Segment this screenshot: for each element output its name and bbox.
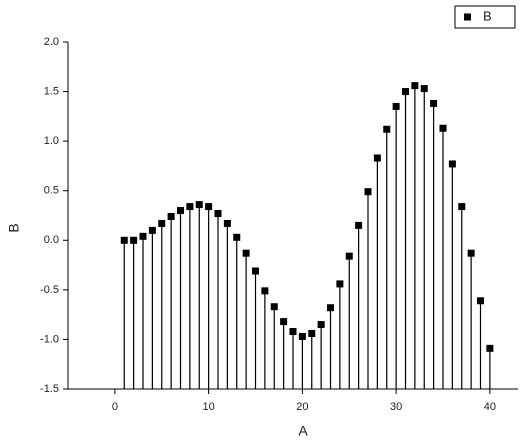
point xyxy=(214,210,222,218)
point xyxy=(195,201,203,209)
point xyxy=(167,212,175,220)
legend-label: B xyxy=(483,8,492,23)
x-tick-label: 30 xyxy=(390,401,402,413)
x-tick-label: 40 xyxy=(484,401,496,413)
y-tick-label: -1.0 xyxy=(40,333,59,345)
point xyxy=(486,344,494,352)
point xyxy=(298,332,306,340)
point xyxy=(120,236,128,244)
point xyxy=(458,203,466,211)
y-tick-label: 2.0 xyxy=(44,36,59,48)
point xyxy=(420,85,428,93)
point xyxy=(139,232,147,240)
point xyxy=(148,226,156,234)
point xyxy=(242,249,250,257)
point xyxy=(430,99,438,107)
x-tick-label: 10 xyxy=(203,401,215,413)
point xyxy=(439,124,447,132)
point xyxy=(317,321,325,329)
point xyxy=(308,329,316,337)
legend-box xyxy=(454,5,516,29)
point xyxy=(383,125,391,133)
y-tick-label: -1.5 xyxy=(40,383,59,395)
y-tick-label: 0.5 xyxy=(44,185,59,197)
x-tick-label: 0 xyxy=(112,401,118,413)
y-tick-label: 1.0 xyxy=(44,135,59,147)
point xyxy=(223,219,231,227)
point xyxy=(186,203,194,211)
point xyxy=(327,304,334,312)
legend-marker xyxy=(464,13,471,21)
point xyxy=(448,160,456,168)
x-axis-title: A xyxy=(298,423,308,439)
point xyxy=(280,318,288,326)
x-tick-label: 20 xyxy=(296,401,308,413)
y-tick-label: 1.5 xyxy=(44,85,59,97)
point xyxy=(345,252,353,260)
point xyxy=(233,233,241,241)
y-tick-label: -0.5 xyxy=(40,284,59,296)
point xyxy=(477,297,484,305)
point xyxy=(261,287,269,295)
point xyxy=(402,88,409,96)
point xyxy=(411,82,419,90)
point xyxy=(392,102,400,110)
point xyxy=(373,154,381,162)
y-tick-label: 0.0 xyxy=(44,234,59,246)
point xyxy=(355,221,363,229)
point xyxy=(270,303,278,311)
point xyxy=(158,219,166,227)
point xyxy=(177,207,184,215)
point xyxy=(467,249,475,257)
point xyxy=(205,203,213,211)
point xyxy=(252,267,259,275)
point xyxy=(364,188,372,196)
point xyxy=(289,327,297,335)
point xyxy=(336,280,344,288)
y-axis-title: B xyxy=(6,223,22,232)
point xyxy=(130,236,138,244)
